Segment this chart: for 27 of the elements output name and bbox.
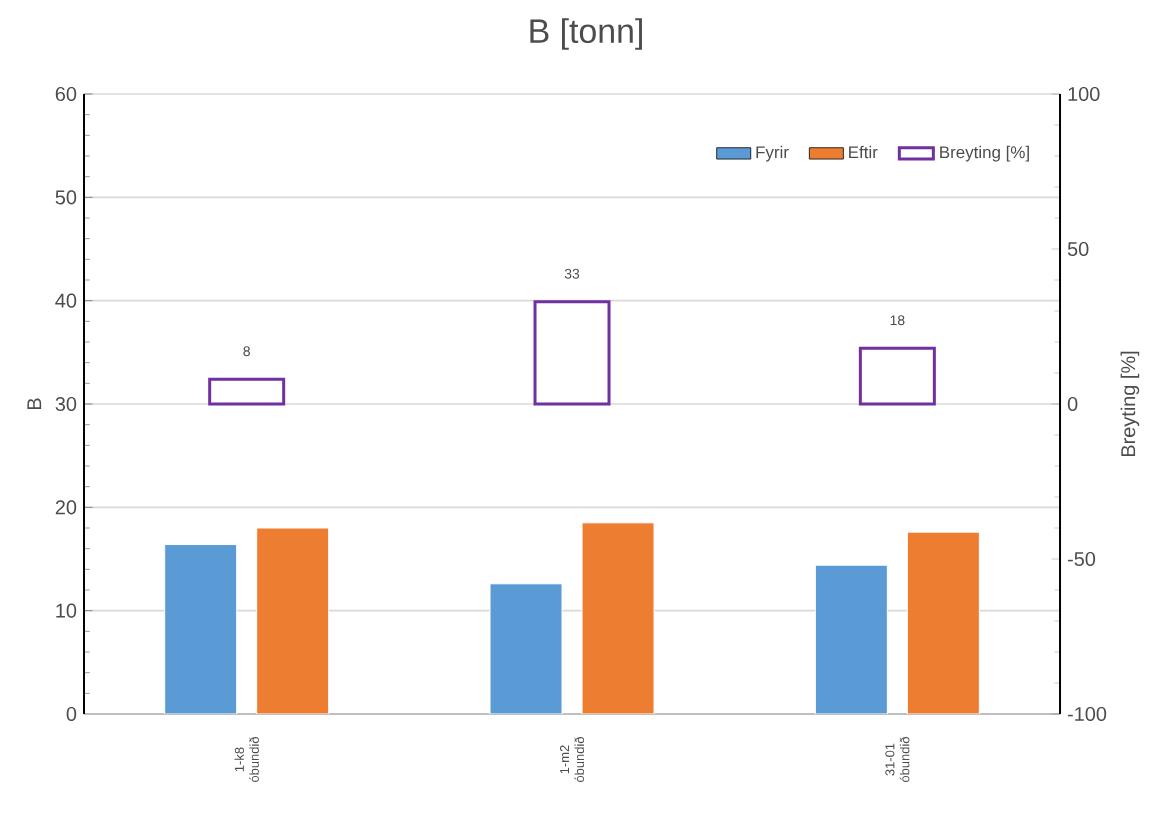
- y2-tick-label: 0: [1067, 396, 1078, 412]
- y2-tick-label: -50: [1067, 551, 1096, 567]
- y2-axis-title: Breyting [%]: [1120, 351, 1140, 457]
- y-tick-label: 10: [56, 603, 77, 618]
- bar: [581, 522, 655, 714]
- y-tick-label: 30: [55, 396, 77, 412]
- legend-label: Breyting [%]: [940, 145, 1029, 162]
- legend-label: Eftir: [849, 145, 878, 159]
- bar: [906, 531, 980, 714]
- y2-tick-label: 50: [1067, 241, 1089, 257]
- bar: [164, 544, 238, 714]
- y-tick-label: 20: [55, 500, 77, 515]
- bar: [256, 527, 330, 714]
- bar: [858, 346, 936, 406]
- chart-title: B [tonn]: [530, 18, 642, 50]
- y-axis-title: B: [27, 398, 42, 410]
- bar: [814, 564, 888, 714]
- y-tick-label: 60: [55, 86, 77, 102]
- bar: [533, 300, 611, 406]
- y-tick-label: 0: [66, 706, 77, 722]
- y-tick-label: 50: [55, 190, 77, 205]
- bar: [208, 377, 286, 406]
- y2-tick-label: 100: [1068, 86, 1100, 102]
- y-tick-label: 40: [55, 293, 77, 308]
- y2-tick-label: -100: [1067, 706, 1107, 722]
- bar: [489, 583, 563, 714]
- legend-label: Fyrir: [756, 145, 789, 162]
